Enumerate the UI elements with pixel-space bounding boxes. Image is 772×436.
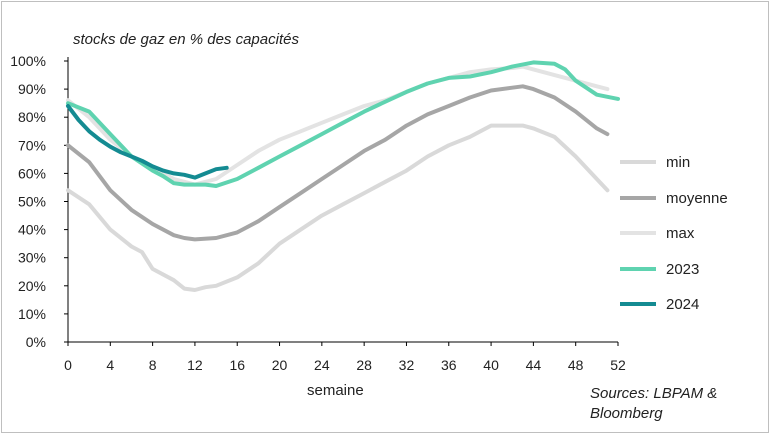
x-tick-label: 48	[568, 357, 584, 373]
legend-label-min: min	[666, 154, 690, 171]
legend-label-2024: 2024	[666, 296, 699, 313]
x-tick-label: 20	[272, 357, 288, 373]
series-line-max	[66, 64, 610, 187]
legend-label-max: max	[666, 225, 695, 242]
series-line-min	[66, 123, 610, 292]
y-tick-label: 40%	[18, 222, 46, 238]
x-tick-label: 52	[610, 357, 626, 373]
legend-label-2023: 2023	[666, 261, 699, 278]
chart-title: stocks de gaz en % des capacités	[73, 31, 299, 48]
y-tick-label: 30%	[18, 250, 46, 266]
y-tick-label: 0%	[26, 334, 46, 350]
x-tick-label: 16	[229, 357, 245, 373]
x-tick-label: 24	[314, 357, 330, 373]
x-tick-label: 0	[64, 357, 72, 373]
x-axis-label: semaine	[307, 382, 364, 399]
y-tick-label: 20%	[18, 278, 46, 294]
series-line-2024	[66, 104, 229, 180]
x-tick-label: 8	[149, 357, 157, 373]
y-tick-label: 90%	[18, 81, 46, 97]
x-tick-label: 28	[356, 357, 372, 373]
source-note: Sources: LBPAM & Bloomberg	[590, 384, 717, 424]
series-line-moyenne	[66, 84, 610, 242]
y-tick-label: 70%	[18, 137, 46, 153]
x-tick-label: 36	[441, 357, 457, 373]
x-tick-label: 4	[106, 357, 114, 373]
x-tick-label: 40	[483, 357, 499, 373]
x-tick-label: 44	[526, 357, 542, 373]
y-tick-label: 80%	[18, 109, 46, 125]
series-line-2023	[66, 60, 620, 188]
y-tick-label: 50%	[18, 194, 46, 210]
source-line-1: Sources: LBPAM &	[590, 385, 718, 402]
x-tick-label: 12	[187, 357, 203, 373]
y-tick-label: 100%	[10, 53, 46, 69]
source-line-2: Bloomberg	[590, 405, 663, 422]
y-tick-label: 60%	[18, 165, 46, 181]
legend-label-moyenne: moyenne	[666, 190, 728, 207]
x-tick-label: 32	[399, 357, 415, 373]
y-tick-label: 10%	[18, 306, 46, 322]
